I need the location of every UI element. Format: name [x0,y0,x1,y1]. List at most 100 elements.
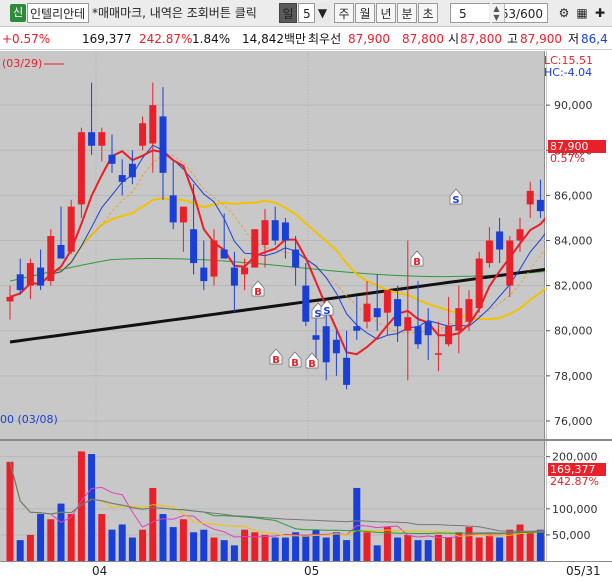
volume-bar[interactable] [475,537,483,561]
volume-bar[interactable] [159,514,167,561]
volume-bar[interactable] [312,529,320,561]
price-chart-svg[interactable]: BB B BS SBS [0,51,545,439]
volume-bar[interactable] [496,537,504,561]
volume-bar[interactable] [179,519,187,561]
candle[interactable] [373,274,381,331]
volume-bar[interactable] [139,529,147,561]
buy-marker[interactable]: B [251,280,265,298]
candle[interactable] [98,127,106,162]
volume-bar[interactable] [67,514,75,561]
volume-bar[interactable] [363,532,371,561]
volume-bar[interactable] [47,519,55,561]
candle[interactable] [88,82,96,155]
minute-select[interactable]: 5 [450,3,490,23]
volume-bar[interactable] [128,537,136,561]
candle[interactable] [424,308,432,361]
volume-bar[interactable] [26,534,34,561]
candle[interactable] [230,251,238,313]
stock-name-field[interactable]: 인텔리안테 [27,3,89,23]
candle[interactable] [6,285,14,320]
volume-bar[interactable] [302,534,310,561]
volume-bar[interactable] [373,545,381,561]
candle[interactable] [465,290,473,331]
candle[interactable] [516,217,524,252]
volume-bar[interactable] [6,461,14,561]
candle[interactable] [220,213,228,259]
volume-bar[interactable] [434,534,442,561]
candle[interactable] [179,206,187,252]
volume-bar[interactable] [292,532,300,561]
candle[interactable] [434,321,442,372]
candle[interactable] [169,161,177,230]
candle[interactable] [353,296,361,340]
volume-bar[interactable] [526,532,534,561]
volume-bar[interactable] [465,527,473,561]
candle[interactable] [77,127,85,218]
volume-bar[interactable] [414,540,422,561]
volume-bar[interactable] [149,487,157,561]
candle[interactable] [57,206,65,259]
candle[interactable] [241,258,249,291]
volume-bar[interactable] [230,545,238,561]
period-day-button[interactable]: 일 [279,3,297,23]
volume-bar[interactable] [210,537,218,561]
buy-marker[interactable]: B [288,351,302,369]
candle[interactable] [190,184,198,275]
candle[interactable] [455,285,463,354]
candle[interactable] [210,229,218,286]
buy-marker[interactable]: B [269,348,283,366]
volume-bar[interactable] [271,537,279,561]
candle[interactable] [139,116,147,151]
candle[interactable] [485,226,493,268]
volume-bar[interactable] [394,537,402,561]
candle[interactable] [404,240,412,381]
candle[interactable] [251,229,259,268]
candle[interactable] [343,330,351,390]
volume-bar[interactable] [220,540,228,561]
candle[interactable] [159,87,167,200]
candle[interactable] [302,263,310,327]
candle[interactable] [16,258,24,295]
candle[interactable] [332,330,340,376]
grid-icon[interactable]: ▦ [576,6,588,20]
candle[interactable] [26,258,34,300]
volume-bar[interactable] [251,532,259,561]
candle[interactable] [414,281,422,349]
volume-bar[interactable] [190,532,198,561]
zoom-icon[interactable]: ✚ [594,6,606,20]
volume-bar[interactable] [98,514,106,561]
volume-bar[interactable] [424,540,432,561]
volume-bar[interactable] [281,537,289,561]
unit-year-button[interactable]: 년 [376,3,396,23]
chevron-down-icon[interactable]: ▼ [314,3,330,23]
candle[interactable] [363,281,371,329]
volume-bar[interactable] [343,540,351,561]
candle[interactable] [261,208,269,268]
candle[interactable] [118,159,126,196]
candle[interactable] [496,217,504,264]
volume-bar[interactable] [404,534,412,561]
volume-bar[interactable] [108,529,116,561]
volume-bar[interactable] [322,537,330,561]
unit-week-button[interactable]: 주 [334,3,354,23]
volume-bar[interactable] [353,487,361,561]
candle[interactable] [394,285,402,342]
candle[interactable] [536,179,544,218]
candle[interactable] [383,290,391,336]
volume-bar[interactable] [485,534,493,561]
candle[interactable] [312,317,320,365]
candle[interactable] [37,249,45,291]
volume-bar[interactable] [383,527,391,561]
volume-bar[interactable] [57,503,65,561]
sell-marker[interactable]: S [449,188,463,206]
volume-chart-svg[interactable] [0,441,545,561]
candle[interactable] [445,296,453,347]
candle[interactable] [322,308,330,381]
buy-marker[interactable]: B [410,250,424,268]
chart-settings-icon[interactable]: ⚙ [558,6,570,20]
volume-chart-pane[interactable] [0,441,545,561]
volume-bar[interactable] [261,534,269,561]
volume-bar[interactable] [445,537,453,561]
volume-bar[interactable] [516,524,524,561]
